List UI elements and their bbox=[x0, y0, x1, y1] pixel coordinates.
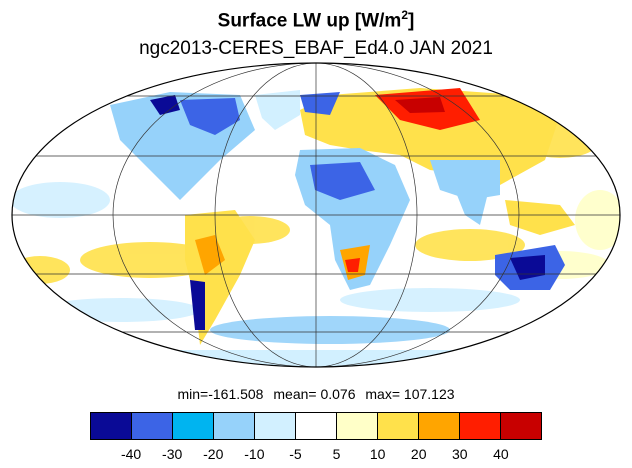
colorbar-tick-label: -20 bbox=[203, 446, 224, 462]
colorbar-tick-label: -30 bbox=[162, 446, 183, 462]
colorbar bbox=[90, 412, 542, 440]
colorbar-box bbox=[501, 413, 541, 439]
colorbar-tick-label: -40 bbox=[120, 446, 142, 462]
colorbar-tick-label: 5 bbox=[332, 446, 341, 462]
colorbar-box bbox=[419, 413, 460, 439]
colorbar-box bbox=[337, 413, 378, 439]
world-map bbox=[11, 62, 621, 368]
title-close: ] bbox=[408, 10, 415, 32]
colorbar-box bbox=[91, 413, 132, 439]
colorbar-box bbox=[173, 413, 214, 439]
stat-min: min=-161.508 bbox=[177, 386, 264, 402]
map-outline bbox=[11, 62, 621, 368]
colorbar-box bbox=[460, 413, 501, 439]
plot-subtitle: ngc2013-CERES_EBAF_Ed4.0 JAN 2021 bbox=[139, 38, 493, 59]
colorbar-tick-label: 30 bbox=[452, 446, 468, 462]
title-superscript: 2 bbox=[401, 8, 409, 22]
title-text: Surface LW up [W/m bbox=[217, 10, 402, 32]
map-statistics: min=-161.508 mean= 0.076 max= 107.123 bbox=[0, 386, 632, 402]
colorbar-box bbox=[296, 413, 337, 439]
colorbar-tick-label: -5 bbox=[289, 446, 302, 462]
colorbar-ticks: -40 -30 -20 -10 -5 5 10 20 30 40 bbox=[0, 446, 632, 464]
plot-title: Surface LW up [W/m2] bbox=[0, 8, 632, 32]
graticule bbox=[12, 63, 620, 367]
stat-mean: mean= 0.076 bbox=[273, 386, 356, 402]
colorbar-box bbox=[132, 413, 173, 439]
colorbar-tick-label: -10 bbox=[244, 446, 265, 462]
stat-max: max= 107.123 bbox=[365, 386, 455, 402]
colorbar-tick-label: 40 bbox=[493, 446, 509, 462]
colorbar-box bbox=[378, 413, 419, 439]
colorbar-box bbox=[255, 413, 296, 439]
colorbar-tick-label: 20 bbox=[410, 446, 427, 462]
colorbar-box bbox=[214, 413, 255, 439]
colorbar-tick-label: 10 bbox=[369, 446, 386, 462]
land-anomalies bbox=[110, 88, 575, 367]
